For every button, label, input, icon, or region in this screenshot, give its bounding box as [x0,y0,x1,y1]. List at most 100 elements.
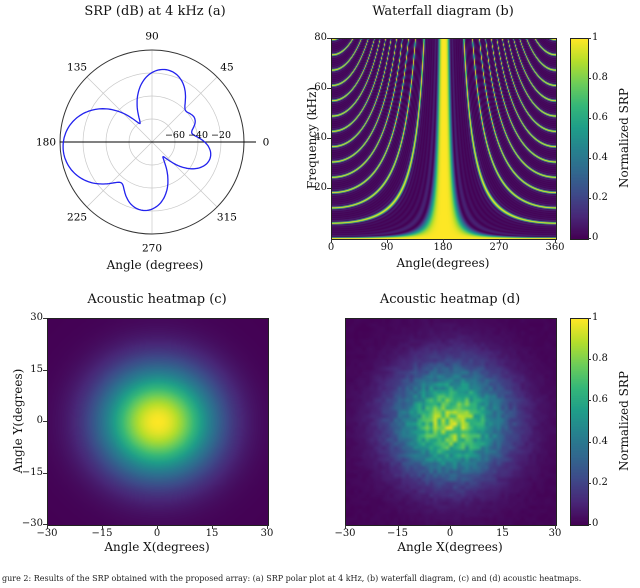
tick-label: 1 [592,32,618,44]
tick-label: 180 [428,242,458,254]
svg-text:135: 135 [67,62,87,74]
panel-a-xlabel: Angle (degrees) [10,258,300,272]
tick-mark [588,442,591,443]
tick-label: 30 [251,528,283,540]
tick-mark [387,239,388,243]
tick-mark [102,525,103,529]
tick-label: 0.4 [592,436,618,448]
tick-mark [588,483,591,484]
tick-mark [43,524,47,525]
tick-label: 90 [372,242,402,254]
svg-text:45: 45 [220,62,233,74]
tick-label: 0.6 [592,112,618,124]
tick-mark [327,38,331,39]
acoustic-heatmap-c [47,318,269,526]
tick-mark [43,473,47,474]
panel-a-title: SRP (dB) at 4 kHz (a) [10,4,300,19]
tick-mark [345,525,346,529]
tick-label: 0 [316,242,346,254]
tick-mark [327,88,331,89]
tick-mark [157,525,158,529]
tick-mark [588,318,591,319]
tick-mark [555,239,556,243]
tick-mark [588,158,591,159]
tick-label: 80 [299,32,327,44]
svg-text:−60: −60 [165,130,185,141]
tick-mark [43,318,47,319]
tick-mark [212,525,213,529]
polar-plot: 0 45 90 135 180 225 270 315 −60 −40 −20 [12,20,302,270]
tick-mark [588,118,591,119]
tick-label: 0.8 [592,72,618,84]
tick-label: 0.8 [592,353,618,365]
tick-label: 0 [592,232,618,244]
panel-c-title: Acoustic heatmap (c) [47,292,267,307]
tick-label: 40 [299,132,327,144]
tick-mark [327,188,331,189]
figure-caption: gure 2: Results of the SRP obtained with… [2,574,638,583]
tick-mark [450,525,451,529]
panel-b-xlabel: Angle(degrees) [331,256,555,270]
tick-mark [588,238,591,239]
panel-c-xlabel: Angle X(degrees) [47,540,267,554]
svg-text:90: 90 [145,31,158,43]
tick-label: 30 [539,528,571,540]
tick-label: 60 [299,82,327,94]
tick-label: −15 [382,528,414,540]
figure: SRP (dB) at 4 kHz (a) 0 45 90 135 180 225 270 3… [0,0,640,588]
tick-label: 15 [196,528,228,540]
tick-label: 0.6 [592,394,618,406]
tick-mark [503,525,504,529]
tick-label: 15 [10,364,43,376]
tick-mark [588,524,591,525]
svg-text:225: 225 [67,211,87,223]
panel-b-title: Waterfall diagram (b) [331,4,555,19]
tick-label: −15 [86,528,118,540]
tick-label: 0 [10,415,43,427]
tick-label: 1 [592,312,618,324]
tick-mark [43,421,47,422]
waterfall-heatmap [331,38,557,240]
colorbar-d-label: Normalized SRP [617,371,631,471]
tick-label: 270 [484,242,514,254]
tick-mark [398,525,399,529]
tick-mark [588,359,591,360]
acoustic-heatmap-d [345,318,557,526]
svg-text:315: 315 [217,211,237,223]
tick-mark [588,78,591,79]
colorbar-d [570,318,589,526]
tick-label: 30 [10,312,43,324]
tick-label: 0 [434,528,466,540]
tick-label: 15 [487,528,519,540]
svg-text:180: 180 [36,137,56,149]
svg-text:0: 0 [263,137,270,149]
tick-mark [43,370,47,371]
panel-d-xlabel: Angle X(degrees) [345,540,555,554]
tick-mark [47,525,48,529]
tick-label: 0.2 [592,192,618,204]
tick-label: −30 [10,518,43,530]
tick-label: 0.4 [592,152,618,164]
tick-mark [443,239,444,243]
tick-mark [555,525,556,529]
tick-label: 0 [141,528,173,540]
tick-mark [331,239,332,243]
tick-mark [588,38,591,39]
colorbar-b [570,38,589,240]
svg-text:−40: −40 [188,130,208,141]
tick-label: 360 [540,242,570,254]
tick-label: −30 [329,528,361,540]
tick-label: 20 [299,182,327,194]
tick-mark [327,138,331,139]
tick-label: −15 [10,467,43,479]
tick-mark [588,198,591,199]
svg-text:−20: −20 [211,130,231,141]
colorbar-b-label: Normalized SRP [617,88,631,188]
svg-text:270: 270 [142,243,162,255]
tick-label: 0.2 [592,477,618,489]
tick-label: 0 [592,518,618,530]
tick-mark [588,400,591,401]
tick-mark [499,239,500,243]
tick-mark [267,525,268,529]
panel-d-title: Acoustic heatmap (d) [345,292,555,307]
